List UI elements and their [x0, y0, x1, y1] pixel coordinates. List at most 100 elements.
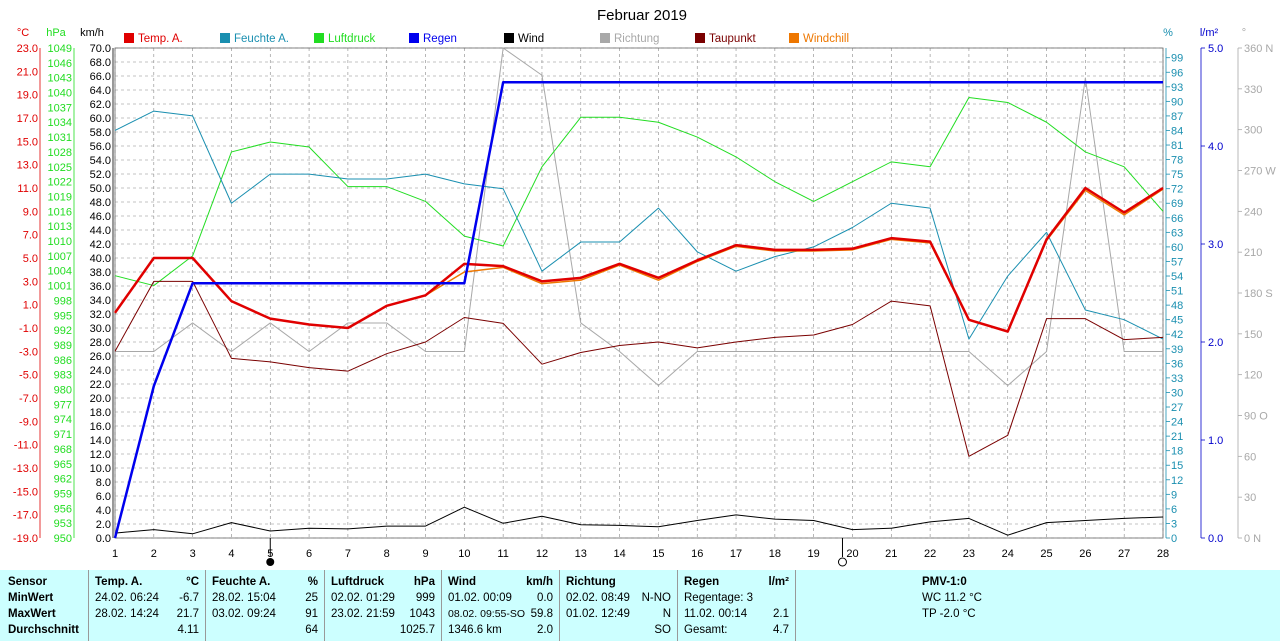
pressure-tick-label: 1031 [48, 132, 72, 144]
wind-tick-label: 32.0 [90, 309, 111, 321]
temp-tick-label: 23.0 [17, 43, 38, 55]
temp-tick-label: -5.0 [19, 370, 38, 382]
wind-tick-label: 30.0 [90, 323, 111, 335]
x-tick-label: 2 [151, 548, 157, 560]
pressure-tick-label: 1046 [48, 58, 72, 70]
humidity-tick-label: 3 [1171, 518, 1177, 530]
pressure-tick-label: 950 [54, 533, 72, 545]
temp-tick-label: -13.0 [13, 463, 38, 475]
temp-tick-label: -9.0 [19, 416, 38, 428]
wind-tick-label: 40.0 [90, 253, 111, 265]
pressure-tick-label: 962 [54, 474, 72, 486]
direction-min-val: N-NO [641, 592, 671, 604]
pressure-tick-label: 1004 [48, 266, 72, 278]
humidity-tick-label: 78 [1171, 155, 1183, 167]
legend: Temp. A. Feuchte A. Luftdruck Regen Wind Rich… [124, 33, 849, 45]
x-tick-label: 10 [458, 548, 470, 560]
direction-tick-label: 300 [1244, 125, 1262, 137]
direction-tick-label: 30 [1244, 492, 1256, 504]
legend-swatch [314, 33, 324, 43]
temp-min-val: -6.7 [179, 592, 199, 604]
direction-tick-label: 210 [1244, 247, 1262, 259]
wind-tick-label: 54.0 [90, 155, 111, 167]
wind-tick-label: 34.0 [90, 295, 111, 307]
direction-tick-label: 360 N [1244, 43, 1273, 55]
wind-tick-label: 8.0 [96, 477, 111, 489]
x-tick-label: 19 [808, 548, 820, 560]
pressure-tick-label: 1025 [48, 162, 72, 174]
stats-pressure: Luftdruck hPa 02.02. 01:29 999 23.02. 21… [324, 570, 441, 641]
pressure-tick-label: 965 [54, 459, 72, 471]
pressure-tick-label: 983 [54, 370, 72, 382]
pressure-tick-label: 1034 [48, 117, 72, 129]
temp-unit: °C [186, 576, 199, 588]
pmv-windchill: WC 11.2 °C [922, 592, 982, 604]
humidity-tick-label: 6 [1171, 504, 1177, 516]
pressure-unit: hPa [413, 576, 435, 588]
x-tick-label: 22 [924, 548, 936, 560]
wind-max-date: 08.02. 09:55-SO [448, 608, 526, 620]
rain-tick-label: 5.0 [1208, 43, 1223, 55]
moon-markers [266, 538, 847, 567]
x-tick-label: 25 [1040, 548, 1052, 560]
temp-tick-label: -11.0 [14, 440, 38, 452]
x-tick-label: 23 [963, 548, 975, 560]
rain-unit-label: l/m² [1200, 27, 1219, 39]
row-label-sensor: Sensor [8, 576, 47, 588]
legend-label: Feuchte A. [234, 33, 289, 45]
pmv-dewpoint: TP -2.0 °C [922, 608, 976, 620]
x-tick-label: 14 [613, 548, 625, 560]
legend-label: Luftdruck [328, 33, 376, 45]
wind-tick-label: 20.0 [90, 393, 111, 405]
pressure-tick-label: 1013 [48, 221, 72, 233]
temp-tick-label: 11.0 [17, 183, 38, 195]
humidity-tick-label: 93 [1171, 82, 1183, 94]
humidity-tick-label: 69 [1171, 198, 1183, 210]
humidity-max-val: 91 [305, 608, 318, 620]
humidity-tick-label: 15 [1171, 460, 1183, 472]
direction-avg: SO [654, 624, 671, 636]
rain-max-val: 2.1 [773, 608, 789, 620]
legend-label: Taupunkt [709, 33, 756, 45]
x-tick-label: 18 [769, 548, 781, 560]
wind-tick-label: 50.0 [90, 183, 111, 195]
series-layer [113, 47, 1164, 539]
direction-min-date: 02.02. 08:49 [566, 592, 630, 604]
grid [114, 47, 1164, 539]
x-tick-label: 24 [1002, 548, 1014, 560]
pressure-tick-label: 1040 [48, 88, 72, 100]
humidity-tick-label: 45 [1171, 315, 1183, 327]
pressure-tick-label: 986 [54, 355, 72, 367]
humidity-tick-label: 99 [1171, 53, 1183, 65]
wind-tick-label: 28.0 [90, 337, 111, 349]
direction-tick-label: 150 [1244, 329, 1262, 341]
pressure-tick-label: 1043 [48, 73, 72, 85]
temp-tick-label: 21.0 [17, 66, 38, 78]
direction-tick-label: 270 W [1244, 166, 1276, 178]
humidity-unit-label: % [1163, 27, 1173, 39]
x-tick-label: 1 [112, 548, 118, 560]
pressure-tick-label: 1037 [48, 102, 72, 114]
wind-min-date: 01.02. 00:09 [448, 592, 512, 604]
rain-total: 4.7 [773, 624, 789, 636]
weather-chart: Februar 2019 123456789101112131415161718… [13, 7, 1276, 567]
temp-tick-label: -3.0 [19, 346, 38, 358]
x-tick-label: 11 [497, 548, 508, 560]
wind-unit-label: km/h [80, 27, 104, 39]
legend-swatch [789, 33, 799, 43]
pressure-tick-label: 956 [54, 503, 72, 515]
pressure-tick-label: 1049 [48, 43, 72, 55]
x-tick-label: 13 [575, 548, 587, 560]
wind-avg: 2.0 [537, 624, 553, 636]
wind-min-val: 0.0 [537, 592, 553, 604]
x-tick-label: 26 [1079, 548, 1091, 560]
legend-label: Regen [423, 33, 457, 45]
wind-tick-label: 46.0 [90, 211, 111, 223]
legend-label: Temp. A. [138, 33, 183, 45]
wind-tick-label: 68.0 [90, 57, 111, 69]
pressure-unit-label: hPa [46, 27, 66, 39]
x-tick-label: 9 [422, 548, 428, 560]
legend-swatch [600, 33, 610, 43]
pressure-tick-label: 959 [54, 488, 72, 500]
rain-tick-label: 3.0 [1208, 239, 1223, 251]
